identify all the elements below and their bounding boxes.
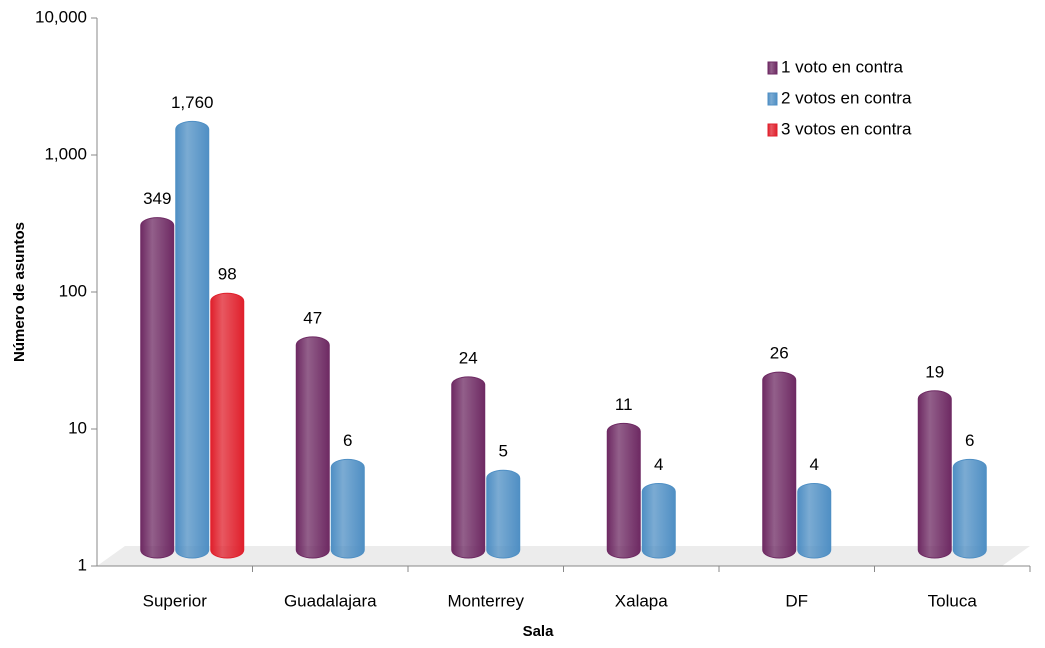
y-tick-label: 10,000 — [35, 7, 87, 26]
y-tick-label: 1,000 — [44, 144, 87, 163]
data-label: 349 — [143, 189, 171, 208]
bar — [210, 292, 245, 559]
data-label: 26 — [770, 344, 789, 363]
y-tick-label: 100 — [59, 281, 87, 300]
legend-swatch — [767, 123, 778, 137]
bar — [606, 422, 641, 559]
bar — [952, 458, 987, 559]
legend-swatch — [767, 61, 778, 75]
legend-swatch — [767, 92, 778, 106]
x-axis-title: Sala — [523, 623, 555, 640]
legend-label: 3 votos en contra — [781, 119, 912, 138]
y-tick-label: 10 — [68, 418, 87, 437]
x-tick-label: DF — [785, 591, 808, 610]
floor — [97, 546, 1030, 566]
bar — [486, 469, 521, 559]
bar — [917, 390, 952, 559]
legend-label: 2 votos en contra — [781, 88, 912, 107]
data-label: 11 — [615, 395, 633, 414]
bar — [295, 336, 330, 559]
y-tick-label: 1 — [78, 555, 87, 574]
data-label: 4 — [654, 455, 663, 474]
bar — [451, 376, 486, 559]
data-label: 19 — [925, 362, 944, 381]
bar — [140, 217, 175, 559]
data-label: 1,760 — [171, 93, 214, 112]
data-label: 6 — [343, 431, 352, 450]
data-label: 24 — [459, 348, 478, 367]
bar — [641, 483, 676, 559]
x-tick-label: Guadalajara — [284, 591, 377, 610]
data-label: 4 — [810, 455, 819, 474]
bar — [797, 483, 832, 559]
bar — [175, 120, 210, 559]
x-tick-label: Xalapa — [615, 591, 668, 610]
x-tick-label: Monterrey — [447, 591, 524, 610]
data-label: 5 — [499, 442, 508, 461]
x-tick-label: Superior — [143, 591, 208, 610]
bar — [762, 371, 797, 559]
y-axis-title: Número de asuntos — [11, 222, 28, 362]
legend-label: 1 voto en contra — [781, 57, 903, 76]
data-label: 98 — [218, 265, 237, 284]
data-label: 6 — [965, 431, 974, 450]
x-tick-label: Toluca — [928, 591, 978, 610]
data-label: 47 — [303, 308, 322, 327]
bar — [330, 458, 365, 559]
